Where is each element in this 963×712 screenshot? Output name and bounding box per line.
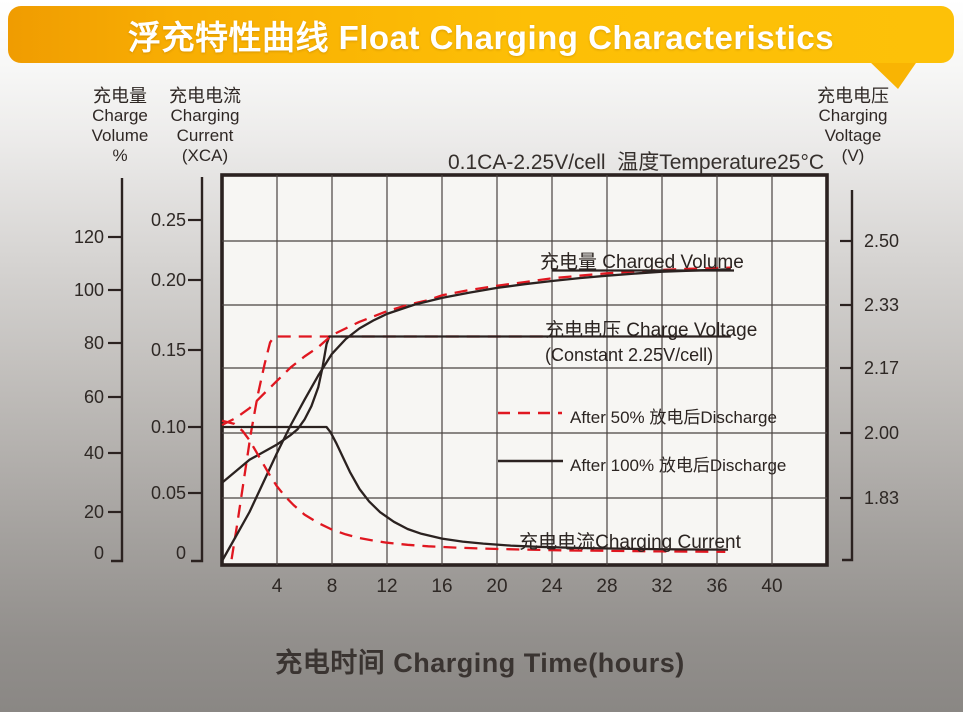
charge_voltage_after_100_discharge-curve <box>221 335 731 484</box>
charged_volume_after_50_discharge-curve <box>221 266 731 427</box>
voltage-tick-label: 1.83 <box>864 488 899 508</box>
voltage-axis-line <box>842 190 854 562</box>
x-tick-label: 4 <box>272 576 283 597</box>
voltage-tick-label: 2.00 <box>864 423 899 443</box>
charge-voltage-curve-label: 充电电压 Charge Voltage (Constant 2.25V/cell… <box>545 320 758 365</box>
volume-axis-title: 充电量 Charge Volume % <box>91 86 149 165</box>
x-tick-label: 40 <box>761 576 782 597</box>
voltage-tick-label: 2.50 <box>864 231 899 251</box>
volume-tick-label: 100 <box>74 280 104 300</box>
volume-tick-label: 80 <box>84 333 104 353</box>
x-tick-label: 28 <box>596 576 617 597</box>
volume-axis-line <box>111 178 124 563</box>
charging_current_after_100_discharge-curve <box>222 425 729 551</box>
volume-tick-label: 40 <box>84 443 104 463</box>
x-tick-label: 8 <box>327 576 338 597</box>
chart-condition-label: 0.1CA-2.25V/cell 温度Temperature25°C <box>447 151 825 174</box>
current-tick-label: 0 <box>176 543 186 563</box>
charged_volume_after_100_discharge-curve <box>220 268 731 562</box>
title-banner: 浮充特性曲线 Float Charging Characteristics <box>8 6 954 63</box>
x-tick-label: 16 <box>431 576 452 597</box>
current-tick-label: 0.15 <box>151 340 186 360</box>
current-axis-title: 充电电流 Charging Current (XCA) <box>169 86 241 165</box>
banner-tail <box>868 60 918 89</box>
volume-tick-label: 120 <box>74 227 104 247</box>
voltage-axis-title: 充电电压 Charging Voltage (V) <box>817 86 889 165</box>
x-axis-title: 充电时间 Charging Time(hours) <box>275 648 685 678</box>
volume-tick-label: 60 <box>84 387 104 407</box>
current-tick-label: 0.20 <box>151 270 186 290</box>
volume-tick-label: 0 <box>94 543 104 563</box>
current-tick-label: 0.10 <box>151 417 186 437</box>
voltage-tick-label: 2.33 <box>864 295 899 315</box>
current-axis-line <box>191 177 204 563</box>
legend-item-after-100-discharge: After 100% 放电后Discharge <box>570 456 787 475</box>
voltage-tick-label: 2.17 <box>864 358 899 378</box>
page-title: 浮充特性曲线 Float Charging Characteristics <box>127 18 835 56</box>
x-tick-label: 24 <box>541 576 563 597</box>
legend-item-after-50-discharge: After 50% 放电后Discharge <box>570 408 777 427</box>
plot-area <box>220 173 829 567</box>
charging-current-curve-label: 充电电流Charging Current <box>519 532 741 553</box>
x-tick-label: 12 <box>376 576 397 597</box>
volume-tick-label: 20 <box>84 502 104 522</box>
charging_current_after_50_discharge-curve <box>221 419 726 553</box>
charge_voltage_after_50_discharge-curve <box>230 335 546 560</box>
current-tick-label: 0.05 <box>151 483 186 503</box>
x-tick-label: 20 <box>486 576 507 597</box>
x-tick-label: 36 <box>706 576 727 597</box>
current-tick-label: 0.25 <box>151 210 186 230</box>
x-tick-label: 32 <box>651 576 672 597</box>
charged-volume-curve-label: 充电量 Charged Volume <box>540 252 744 273</box>
